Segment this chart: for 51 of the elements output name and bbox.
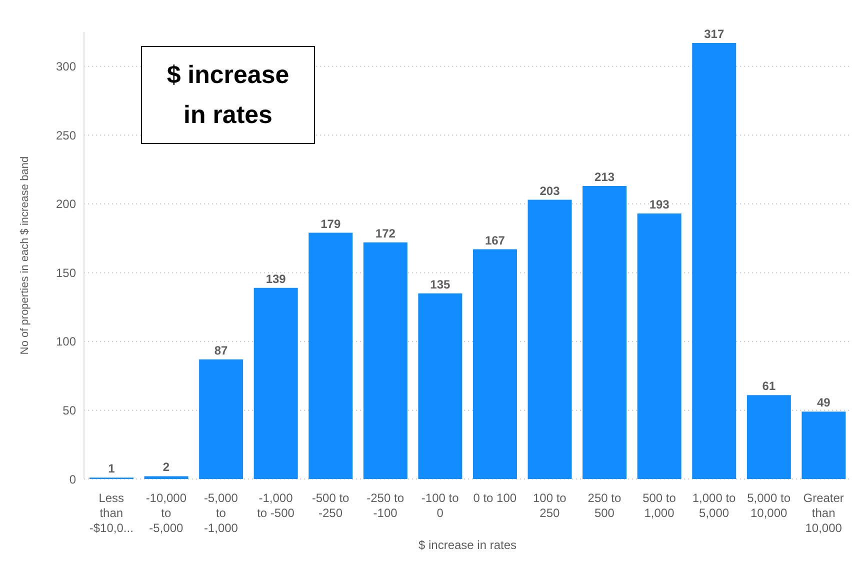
y-tick-label: 250 xyxy=(56,128,76,142)
x-tick-label: Greater than 10,000 xyxy=(803,491,844,535)
x-tick-label: -5,000 to -1,000 xyxy=(204,491,238,535)
data-label: 172 xyxy=(375,226,396,240)
data-label: 135 xyxy=(430,277,451,292)
data-label: 1 xyxy=(108,462,116,476)
x-tick-label: 5,000 to 10,000 xyxy=(747,491,791,520)
data-label: 317 xyxy=(704,27,724,42)
data-label: 193 xyxy=(649,198,670,212)
y-tick-label: 50 xyxy=(62,403,76,418)
y-tick-label: 200 xyxy=(56,197,76,212)
x-tick-label: -500 to -250 xyxy=(312,491,350,520)
bar xyxy=(528,200,572,479)
bar xyxy=(363,242,408,479)
y-tick-label: 150 xyxy=(56,266,76,280)
x-tick-label: -10,000 to -5,000 xyxy=(146,491,187,535)
bar xyxy=(637,214,682,479)
x-tick-label: 1,000 to 5,000 xyxy=(692,491,736,520)
bar xyxy=(254,288,298,479)
data-label: 61 xyxy=(762,379,776,394)
y-tick-label: 300 xyxy=(56,60,76,74)
x-tick-label: Less than -$10,0... xyxy=(89,491,134,535)
bar xyxy=(746,395,791,479)
data-label: 167 xyxy=(484,233,506,248)
x-axis-title: $ increase in rates xyxy=(418,538,517,552)
data-label: 179 xyxy=(320,216,341,231)
y-tick-label: 0 xyxy=(69,472,76,486)
y-tick-label: 100 xyxy=(56,334,76,349)
data-label: 203 xyxy=(540,184,560,198)
bar xyxy=(692,43,736,479)
bar xyxy=(199,359,244,479)
bar xyxy=(144,476,188,479)
data-label: 49 xyxy=(817,396,831,410)
x-tick-label: -250 to -100 xyxy=(366,491,404,520)
data-label: 2 xyxy=(162,460,170,474)
x-tick-label: 0 to 100 xyxy=(473,491,517,505)
x-tick-label: -100 to 0 xyxy=(421,491,460,520)
bar xyxy=(802,412,846,479)
x-tick-label: 500 to 1,000 xyxy=(642,491,676,520)
x-tick-label: 250 to 500 xyxy=(588,491,622,520)
text: $ increase in rates xyxy=(166,60,290,131)
y-axis-title: No of properties in each $ increase band xyxy=(18,156,31,355)
data-label: 87 xyxy=(214,343,228,358)
x-tick-label: 100 to 250 xyxy=(532,491,567,520)
data-label: 139 xyxy=(266,272,286,286)
bar xyxy=(582,186,627,479)
data-label: 213 xyxy=(594,170,615,184)
bar xyxy=(472,249,517,479)
bar xyxy=(418,293,462,479)
x-tick-label: -1,000 to -500 xyxy=(257,491,295,520)
bar xyxy=(308,232,353,479)
